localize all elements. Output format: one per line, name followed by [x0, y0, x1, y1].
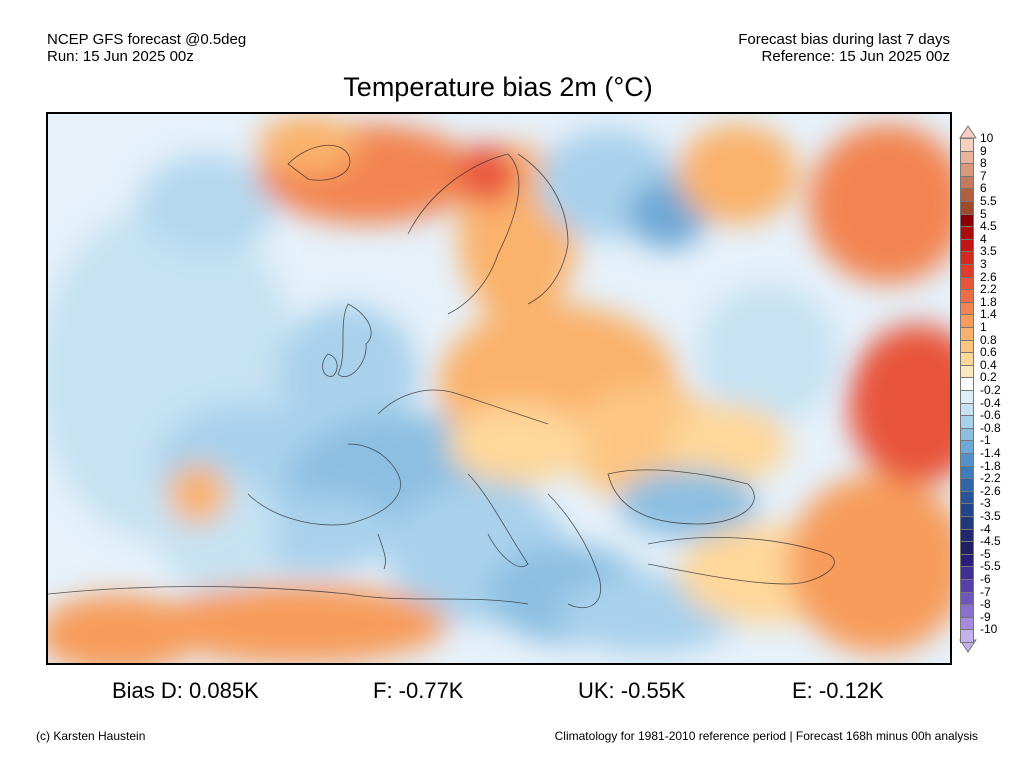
- legend-label: -6: [980, 572, 991, 586]
- legend-label: 0.4: [980, 357, 997, 372]
- legend-swatch: [960, 276, 974, 291]
- legend-label: -4: [980, 521, 991, 536]
- legend-label: -0.2: [980, 383, 1001, 397]
- legend-swatch: [960, 402, 974, 417]
- bias-period-label: Forecast bias during last 7 days: [738, 31, 950, 48]
- legend-swatch: [960, 503, 974, 517]
- legend-swatch: [960, 213, 974, 228]
- legend-label: -7: [980, 584, 991, 599]
- legend-swatch: [960, 289, 974, 303]
- header-right: Forecast bias during last 7 days Referen…: [738, 31, 950, 65]
- legend-label: -2.2: [980, 471, 1001, 486]
- legend-label: -1: [980, 433, 991, 448]
- reference-label: Reference: 15 Jun 2025 00z: [761, 48, 950, 65]
- legend-swatch: [960, 163, 974, 177]
- map-title: Temperature bias 2m (°C): [343, 72, 653, 102]
- legend-label: -0.8: [980, 420, 1001, 435]
- legend-swatch: [960, 188, 974, 202]
- legend-label: -1.8: [980, 458, 1001, 473]
- legend-label: 1: [980, 320, 987, 334]
- legend-swatch: [960, 352, 974, 366]
- legend-label: 1.8: [980, 294, 997, 309]
- legend-label: 3: [980, 257, 987, 271]
- copyright-label: (c) Karsten Haustein: [36, 729, 146, 743]
- stat-bias-e: E: -0.12K: [792, 678, 884, 703]
- run-label: Run: 15 Jun 2025 00z: [47, 48, 194, 65]
- legend-label: 5: [980, 206, 987, 221]
- legend-label: 4: [980, 231, 987, 246]
- legend-swatch: [960, 440, 974, 454]
- legend-label: 0.8: [980, 332, 997, 347]
- footer-note: Climatology for 1981-2010 reference peri…: [554, 729, 978, 743]
- model-label: NCEP GFS forecast @0.5deg: [47, 31, 247, 48]
- legend-swatch: [960, 201, 974, 215]
- legend-swatch: [960, 364, 974, 379]
- legend-label: 7: [980, 168, 987, 183]
- legend-label: -4.5: [980, 534, 1001, 549]
- legend-swatch: [960, 591, 974, 606]
- legend-label: -5: [980, 546, 991, 561]
- legend-label: 10: [980, 131, 994, 145]
- legend-swatch: [960, 553, 974, 568]
- legend-swatch: [960, 516, 974, 530]
- legend-label: -3.5: [980, 509, 1001, 523]
- legend-swatch: [960, 579, 974, 593]
- legend-label: -5.5: [980, 559, 1001, 574]
- legend-swatch: [960, 616, 974, 631]
- legend-swatch: [960, 377, 974, 391]
- legend-label: 1.4: [980, 307, 997, 322]
- legend-swatch: [960, 327, 974, 341]
- legend-label: -10: [980, 622, 998, 637]
- stat-bias-d: Bias D: 0.085K: [112, 678, 259, 703]
- legend-swatch: [960, 238, 974, 253]
- legend-swatch: [960, 138, 974, 152]
- color-legend: 10 9 8 7 6 5.5 5 4.5 4 3.5 3 2.6 2.2 1.8 1.4 1 0.8 0.6 0.4…: [958, 125, 1024, 653]
- stat-bias-f: F: -0.77K: [373, 678, 464, 703]
- legend-swatch: [960, 528, 974, 543]
- legend-label: 6: [980, 181, 987, 196]
- legend-swatch: [960, 427, 974, 442]
- legend-swatch: [960, 251, 974, 265]
- bias-map-graphic: [48, 114, 950, 663]
- legend-label: -9: [980, 609, 991, 624]
- legend-label: -2.6: [980, 483, 1001, 498]
- legend-swatch: [960, 415, 974, 429]
- legend-swatch: [960, 478, 974, 492]
- legend-swatch: [960, 629, 974, 643]
- legend-label: 8: [980, 156, 987, 171]
- legend-swatch: [960, 541, 974, 555]
- legend-label: -0.6: [980, 408, 1001, 423]
- header-left: NCEP GFS forecast @0.5deg Run: 15 Jun 20…: [47, 31, 246, 65]
- legend-swatch: [960, 301, 974, 316]
- legend-swatch: [960, 453, 974, 467]
- legend-label: 0.2: [980, 370, 997, 385]
- legend-label: -8: [980, 597, 991, 612]
- legend-label: 0.6: [980, 345, 997, 360]
- legend-label: 3.5: [980, 244, 997, 259]
- legend-swatch: [960, 226, 974, 240]
- legend-swatch: [960, 566, 974, 580]
- legend-swatch: [960, 175, 974, 190]
- legend-label: 2.6: [980, 269, 997, 284]
- legend-label: -3: [980, 496, 991, 511]
- legend-swatch: [960, 339, 974, 354]
- legend-swatch: [960, 490, 974, 505]
- legend-swatch: [960, 465, 974, 480]
- legend-label: 4.5: [980, 219, 997, 234]
- bias-map: [46, 112, 952, 665]
- legend-swatch: [960, 150, 974, 165]
- legend-label: 9: [980, 143, 987, 158]
- legend-label: -0.4: [980, 395, 1001, 410]
- legend-label: -1.4: [980, 446, 1001, 460]
- legend-swatch: [960, 264, 974, 278]
- legend-up-triangle-icon: [959, 125, 977, 139]
- legend-swatch: [960, 390, 974, 404]
- stat-bias-uk: UK: -0.55K: [578, 678, 686, 703]
- legend-swatch: [960, 604, 974, 618]
- legend-swatch: [960, 314, 974, 328]
- legend-label: 5.5: [980, 194, 997, 208]
- legend-label: 2.2: [980, 282, 997, 297]
